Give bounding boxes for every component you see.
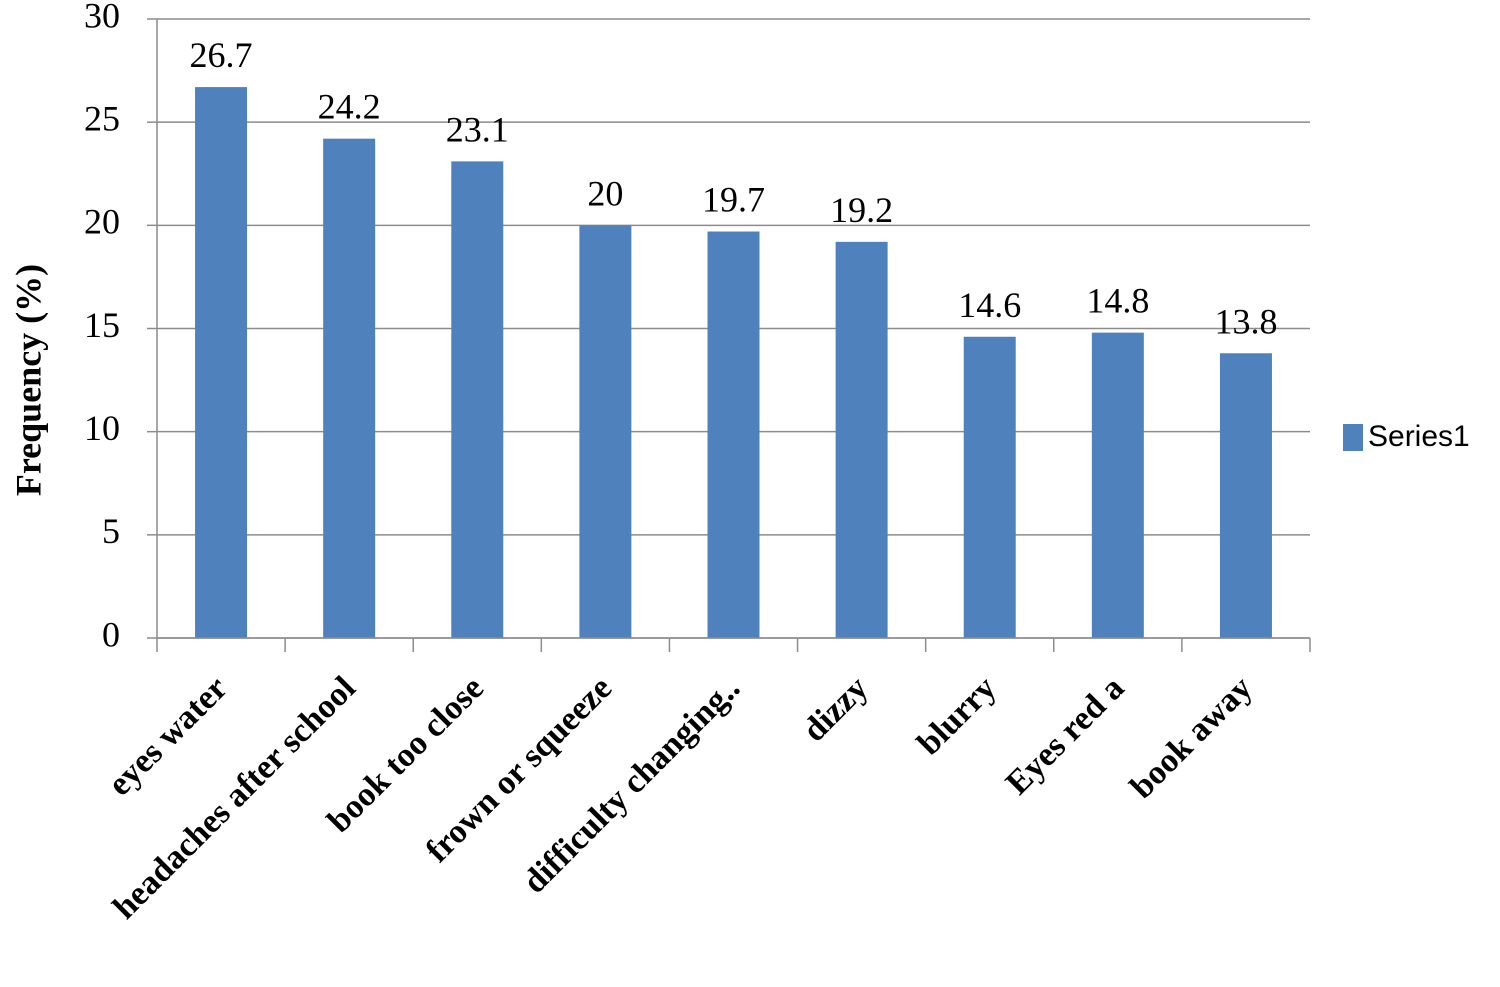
data-label: 20 (587, 173, 623, 213)
data-label: 24.2 (318, 87, 381, 127)
legend-swatch (1343, 424, 1363, 451)
x-tick-label: blurry (910, 669, 1003, 762)
x-tick-label: Eyes red a (999, 669, 1132, 802)
y-axis-title: Frequency (%) (8, 264, 48, 496)
legend-label: Series1 (1368, 420, 1470, 453)
y-tick-label: 0 (102, 614, 120, 654)
bar (323, 138, 376, 638)
x-tick-label: headaches after school (106, 669, 363, 926)
y-tick-label: 25 (84, 98, 120, 138)
data-label: 19.2 (830, 190, 893, 230)
bar (579, 225, 632, 639)
bar (707, 231, 760, 639)
y-tick-label: 30 (84, 0, 120, 35)
data-label: 23.1 (446, 109, 509, 149)
y-tick-label: 10 (84, 408, 120, 448)
data-label: 14.8 (1086, 281, 1149, 321)
bar (195, 87, 248, 639)
bar (835, 241, 888, 638)
x-tick-label: book away (1123, 669, 1259, 805)
bar (1219, 353, 1272, 638)
x-tick-label: eyes water (101, 669, 235, 803)
bar (451, 161, 504, 638)
y-tick-label: 15 (84, 305, 120, 345)
y-tick-label: 20 (84, 202, 120, 242)
y-tick-label: 5 (102, 511, 120, 551)
bar (963, 336, 1016, 638)
x-tick-label: difficulty changing.. (516, 669, 747, 900)
x-tick-label: dizzy (796, 669, 876, 749)
data-label: 13.8 (1214, 301, 1277, 341)
data-label: 19.7 (702, 180, 765, 220)
data-label: 14.6 (958, 285, 1021, 325)
data-label: 26.7 (190, 35, 253, 75)
bar (1091, 332, 1144, 638)
